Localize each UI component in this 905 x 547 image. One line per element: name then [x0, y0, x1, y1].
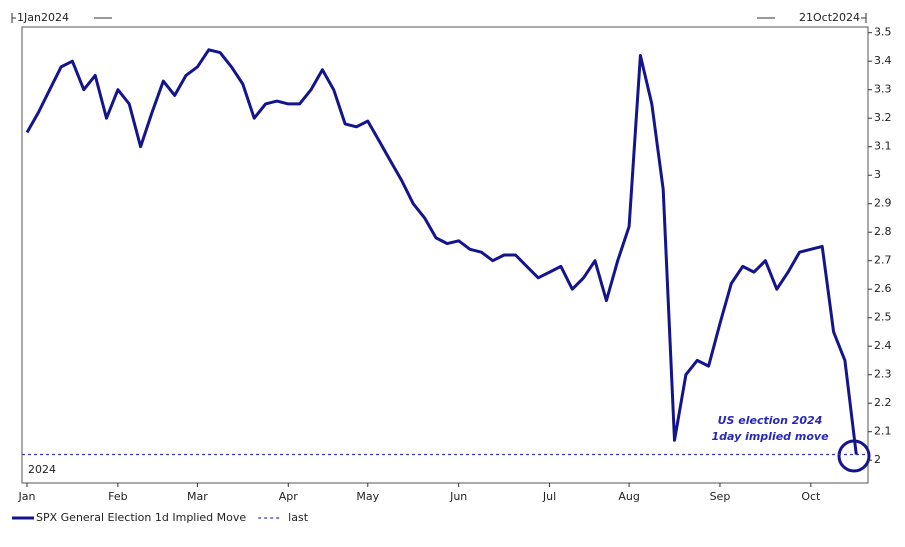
- legend-label: last: [288, 511, 309, 524]
- y-tick-label: 2.6: [874, 282, 892, 295]
- y-tick-label: 2.5: [874, 311, 892, 324]
- y-tick-label: 3.1: [874, 140, 892, 153]
- annotation: US election 2024: [718, 414, 823, 427]
- annotation: 1day implied move: [711, 430, 829, 443]
- y-tick-label: 3.2: [874, 111, 892, 124]
- y-tick-label: 2.9: [874, 197, 892, 210]
- x-tick-label: Feb: [108, 490, 127, 503]
- y-tick-label: 3.4: [874, 54, 892, 67]
- y-tick-label: 2.3: [874, 368, 892, 381]
- y-tick-label: 3: [874, 168, 881, 181]
- x-tick-label: Sep: [710, 490, 731, 503]
- y-tick-label: 2.2: [874, 396, 892, 409]
- y-tick-label: 3.5: [874, 26, 892, 39]
- x-tick-label: Aug: [618, 490, 639, 503]
- x-tick-label: May: [356, 490, 379, 503]
- legend-label: SPX General Election 1d Implied Move: [36, 511, 246, 524]
- y-tick-label: 3.3: [874, 83, 892, 96]
- x-tick-label: Mar: [187, 490, 208, 503]
- range-start-label: 1Jan2024: [17, 11, 69, 24]
- y-tick-label: 2.4: [874, 339, 892, 352]
- x-tick-label: Apr: [279, 490, 299, 503]
- plot-frame: [21, 26, 869, 484]
- annotation: 2024: [28, 463, 56, 476]
- range-end-label: 21Oct2024: [799, 11, 860, 24]
- y-tick-label: 2.1: [874, 425, 892, 438]
- data-line: [25, 48, 858, 455]
- y-tick-label: 2.8: [874, 225, 892, 238]
- y-tick-label: 2: [874, 453, 881, 466]
- x-tick-label: Oct: [801, 490, 821, 503]
- y-tick-label: 2.7: [874, 254, 892, 267]
- x-tick-label: Jun: [449, 490, 467, 503]
- x-tick-label: Jan: [18, 490, 36, 503]
- x-tick-label: Jul: [542, 490, 556, 503]
